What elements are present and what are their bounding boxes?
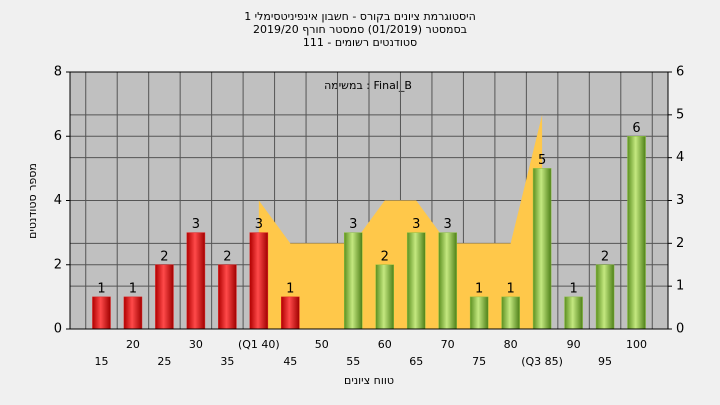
x-tick-label: 45	[283, 355, 297, 368]
data-label: 1	[129, 281, 137, 296]
data-label: 3	[444, 217, 452, 232]
y-tick-label: 2	[54, 257, 62, 272]
x-tick-label: 80	[504, 338, 518, 351]
bar	[281, 296, 300, 330]
bar	[438, 232, 457, 330]
bar	[249, 232, 269, 330]
data-label: 1	[475, 281, 483, 296]
x-tick-label: 55	[346, 355, 360, 368]
x-tick-label: 15	[94, 355, 108, 368]
title-line: סטודנטים רשומים - 111	[303, 36, 417, 49]
y2-tick-label: 5	[676, 107, 684, 122]
bar	[344, 232, 363, 330]
y2-tick-label: 4	[676, 150, 684, 165]
bar	[406, 232, 426, 330]
x-tick-label: 70	[441, 338, 455, 351]
data-label: 3	[255, 217, 263, 232]
y-tick-label: 0	[54, 322, 62, 337]
x-tick-label: 35	[220, 355, 234, 368]
bar	[564, 296, 583, 330]
y2-tick-label: 3	[676, 193, 684, 208]
data-label: 2	[381, 249, 389, 264]
data-label: 2	[223, 249, 231, 264]
x-axis-label: טווח ציונים	[344, 374, 394, 387]
x-tick-label: 75	[472, 355, 486, 368]
bar	[469, 296, 489, 330]
x-tick-label: 20	[126, 338, 140, 351]
title-line: היסטוגרמת ציונים בקורס - חשבון אינפיניטס…	[244, 10, 476, 23]
bar	[155, 264, 174, 330]
x-tick-label: 50	[315, 338, 329, 351]
data-label: 6	[632, 121, 640, 136]
y-tick-label: 6	[54, 129, 62, 144]
x-tick-label: 60	[378, 338, 392, 351]
data-label: 2	[601, 249, 609, 264]
y-tick-label: 8	[54, 65, 62, 80]
data-label: 3	[412, 217, 420, 232]
data-label: 1	[506, 281, 514, 296]
y-tick-label: 4	[54, 193, 62, 208]
bar	[627, 136, 646, 330]
bar	[375, 264, 394, 330]
bar	[92, 296, 111, 330]
x-tick-label: 25	[157, 355, 171, 368]
data-label: 2	[160, 249, 168, 264]
y2-tick-label: 1	[676, 279, 684, 294]
x-tick-label: 65	[409, 355, 423, 368]
bar	[501, 296, 520, 330]
x-tick-label: 90	[567, 338, 581, 351]
data-label: 1	[286, 281, 294, 296]
area	[258, 114, 543, 329]
annotation: במשימה : Final_B	[324, 79, 412, 92]
y-axis-label: מספר סטודנטים	[26, 163, 39, 239]
y2-tick-label: 2	[676, 236, 684, 251]
bar	[595, 264, 615, 330]
title-line: בסמסטר (01/2019) סמסטר חורף 2019/20	[253, 23, 467, 36]
data-label: 5	[538, 153, 546, 168]
data-label: 1	[569, 281, 577, 296]
x-tick-label: 30	[189, 338, 203, 351]
bar	[218, 264, 237, 330]
data-label: 3	[192, 217, 200, 232]
x-tick-label: (Q1 40)	[238, 338, 280, 351]
bar	[532, 168, 552, 330]
data-label: 3	[349, 217, 357, 232]
bar	[123, 296, 143, 330]
x-tick-label: 100	[626, 338, 647, 351]
x-tick-label: 95	[598, 355, 612, 368]
bar	[186, 232, 206, 330]
y2-tick-label: 0	[676, 322, 684, 337]
y2-tick-label: 6	[676, 65, 684, 80]
x-tick-label: (Q3 85)	[521, 355, 563, 368]
plot-border	[69, 71, 669, 330]
data-label: 1	[97, 281, 105, 296]
